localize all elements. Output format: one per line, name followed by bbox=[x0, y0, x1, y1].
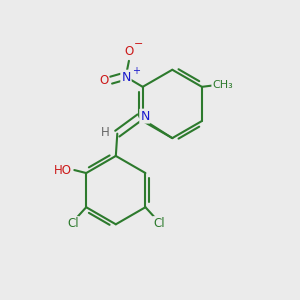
Text: O: O bbox=[124, 45, 134, 58]
Text: N: N bbox=[121, 71, 130, 84]
Text: Cl: Cl bbox=[67, 217, 79, 230]
Text: HO: HO bbox=[53, 164, 71, 177]
Text: Cl: Cl bbox=[153, 217, 165, 230]
Text: H: H bbox=[101, 126, 110, 139]
Text: −: − bbox=[134, 40, 144, 50]
Text: N: N bbox=[140, 110, 150, 123]
Text: +: + bbox=[133, 66, 140, 76]
Text: CH₃: CH₃ bbox=[212, 80, 233, 90]
Text: O: O bbox=[99, 74, 108, 87]
